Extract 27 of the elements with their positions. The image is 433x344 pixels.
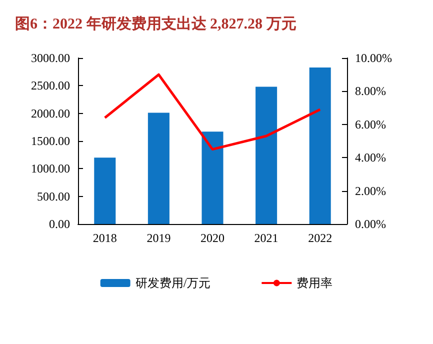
x-tick-label: 2021 <box>254 231 278 245</box>
y2-tick-label: 4.00% <box>355 150 386 165</box>
y-tick-label: 0.00 <box>49 217 70 231</box>
bar <box>148 112 170 224</box>
y2-tick-label: 0.00% <box>355 217 386 231</box>
y-tick-label: 2000.00 <box>31 106 70 120</box>
y2-tick-label: 10.00% <box>355 51 392 65</box>
y2-tick-label: 2.00% <box>355 184 386 198</box>
y-tick-label: 1000.00 <box>31 162 70 176</box>
y2-tick-label: 8.00% <box>355 84 386 98</box>
y-tick-label: 500.00 <box>37 189 70 204</box>
chart-title: 图6：2022 年研发费用支出达 2,827.28 万元 <box>15 16 296 32</box>
line-series <box>104 73 322 151</box>
bar <box>256 86 278 224</box>
y-tick-label: 1500.00 <box>31 134 70 148</box>
y2-tick-label: 6.00% <box>355 117 386 132</box>
bar <box>309 68 331 224</box>
legend-label: 研发费用/万元 <box>135 276 211 290</box>
legend-label: 费用率 <box>296 276 333 290</box>
x-tick-label: 2022 <box>308 231 332 245</box>
y-tick-label: 3000.00 <box>31 51 70 65</box>
x-tick-label: 2019 <box>146 231 171 245</box>
bar <box>202 132 224 224</box>
x-tick-label: 2018 <box>92 231 117 245</box>
bar <box>94 158 116 224</box>
y-tick-label: 2500.00 <box>31 78 70 93</box>
x-tick-label: 2020 <box>200 231 224 245</box>
